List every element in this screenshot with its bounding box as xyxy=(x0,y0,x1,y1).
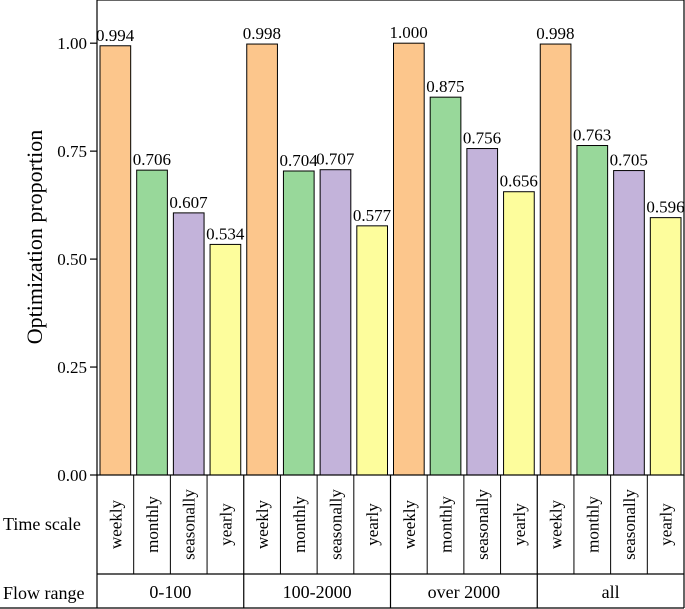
time-scale-seasonally: seasonally xyxy=(326,489,345,560)
time-scale-weekly: weekly xyxy=(106,499,125,549)
time-scale-seasonally: seasonally xyxy=(620,489,639,560)
data-label: 0.763 xyxy=(573,126,611,145)
time-scale-yearly: yearly xyxy=(216,503,235,546)
data-label: 0.607 xyxy=(169,193,208,212)
data-label: 0.705 xyxy=(610,151,648,170)
bar-weekly xyxy=(99,45,132,476)
bar-monthly xyxy=(429,96,462,476)
data-label: 0.875 xyxy=(426,77,464,96)
bar-yearly xyxy=(649,217,682,476)
time-scale-monthly: monthly xyxy=(583,496,602,553)
bar-seasonally xyxy=(319,169,352,476)
bar-monthly xyxy=(576,145,609,476)
y-tick-label: 1.00 xyxy=(57,34,87,53)
time-scale-monthly: monthly xyxy=(143,496,162,553)
time-scale-weekly: weekly xyxy=(400,499,419,549)
bar-yearly xyxy=(356,225,388,476)
bar-weekly xyxy=(393,42,425,476)
time-scale-yearly: yearly xyxy=(363,503,382,546)
flow-range-label: 0-100 xyxy=(149,582,191,602)
time-scale-weekly: weekly xyxy=(253,499,272,549)
data-label: 0.534 xyxy=(206,224,245,243)
bar-seasonally xyxy=(613,170,645,476)
time-scale-yearly: yearly xyxy=(657,503,676,546)
data-label: 0.998 xyxy=(243,24,281,43)
y-tick-label: 0.25 xyxy=(57,358,87,377)
bar-weekly xyxy=(539,43,572,476)
time-scale-weekly: weekly xyxy=(547,499,566,549)
bar-yearly xyxy=(503,191,535,476)
data-label: 0.656 xyxy=(500,172,538,191)
data-label: 0.998 xyxy=(536,24,574,43)
data-label: 0.596 xyxy=(646,198,684,217)
flow-range-label: 100-2000 xyxy=(283,582,352,602)
time-scale-seasonally: seasonally xyxy=(473,489,492,560)
data-label: 0.756 xyxy=(463,129,501,148)
flow-range-row-label: Flow range xyxy=(3,583,84,603)
time-scale-yearly: yearly xyxy=(510,503,529,546)
bar-seasonally xyxy=(172,212,205,476)
y-tick-label: 0.50 xyxy=(57,250,87,269)
bar-monthly xyxy=(282,170,315,476)
time-scale-monthly: monthly xyxy=(290,496,309,553)
time-scale-row-label: Time scale xyxy=(3,514,81,534)
bar-yearly xyxy=(209,243,242,476)
y-tick-label: 0.00 xyxy=(57,466,87,485)
bar-monthly xyxy=(136,169,168,476)
time-scale-seasonally: seasonally xyxy=(180,489,199,560)
bar-weekly xyxy=(246,43,278,476)
flow-range-label: over 2000 xyxy=(428,582,500,602)
flow-range-label: all xyxy=(602,582,620,602)
time-scale-monthly: monthly xyxy=(437,496,456,553)
bar-seasonally xyxy=(466,148,499,476)
y-axis-label: Optimization proportion xyxy=(22,130,47,344)
data-label: 0.994 xyxy=(96,26,135,45)
data-label: 0.704 xyxy=(279,151,318,170)
data-label: 0.706 xyxy=(133,150,171,169)
data-label: 0.707 xyxy=(316,150,355,169)
data-label: 0.577 xyxy=(353,206,392,225)
data-label: 1.000 xyxy=(390,23,428,42)
y-tick-label: 0.75 xyxy=(57,142,87,161)
